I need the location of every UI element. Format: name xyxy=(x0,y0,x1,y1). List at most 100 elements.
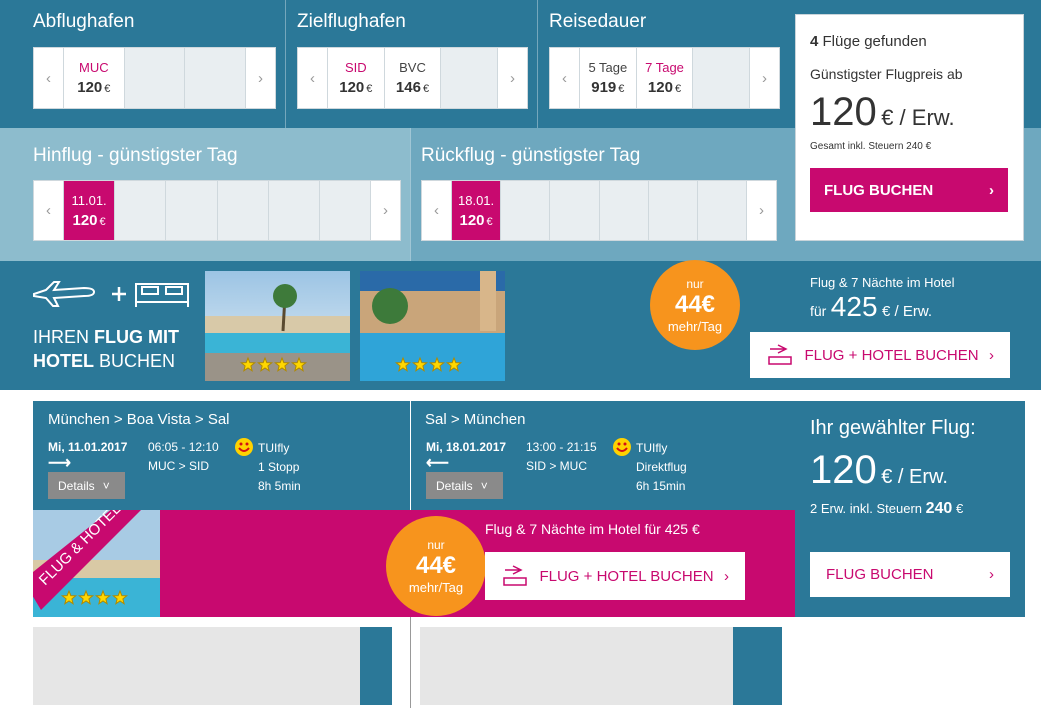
alt-price-box xyxy=(733,627,782,705)
airline-logo xyxy=(613,438,631,456)
star xyxy=(394,356,412,372)
airports: SID > MUC xyxy=(526,459,588,473)
filter-title: Hinflug - günstigster Tag xyxy=(33,145,238,166)
currency: € xyxy=(674,83,682,95)
empty-cell xyxy=(441,48,498,108)
star xyxy=(60,589,78,605)
icon xyxy=(768,344,792,365)
option[interactable]: MUC 120 € xyxy=(64,48,124,108)
route: Sal > München xyxy=(425,411,526,428)
next-arrow[interactable]: › xyxy=(498,48,528,108)
option-label: BVC xyxy=(399,60,426,75)
direction: ⟶ xyxy=(48,455,71,472)
star xyxy=(239,356,257,372)
alt-price-box xyxy=(360,627,392,705)
duration: 8h 5min xyxy=(258,479,301,493)
option-strip: ‹ 11.01. 120 € › xyxy=(33,180,401,241)
empty-cell xyxy=(217,181,268,240)
chevron: ˅ xyxy=(102,478,110,493)
option-label: 5 Tage xyxy=(588,60,628,75)
badge-text: mehr/Tag xyxy=(408,579,464,595)
badge: nur 44€ mehr/Tag xyxy=(386,516,486,616)
text: € / Erw. xyxy=(881,303,932,320)
next-arrow[interactable]: › xyxy=(750,48,780,108)
badge-amount: 44€ xyxy=(415,551,457,579)
book-button[interactable]: FLUG BUCHEN › xyxy=(810,168,1008,212)
flight-hotel-button[interactable]: FLUG + HOTEL BUCHEN › xyxy=(485,552,745,600)
option[interactable]: 18.01. 120 € xyxy=(452,181,501,240)
prev-arrow[interactable]: ‹ xyxy=(550,48,579,108)
cheapest-label: Günstigster Flugpreis ab xyxy=(810,66,963,82)
prev-arrow[interactable]: ‹ xyxy=(34,181,63,240)
empty-cell xyxy=(693,48,750,108)
currency: € xyxy=(366,83,373,95)
button-label: FLUG BUCHEN xyxy=(824,181,934,199)
empty-cell xyxy=(599,181,648,240)
badge-text: mehr/Tag xyxy=(667,318,723,334)
icon xyxy=(503,565,527,586)
text: € xyxy=(955,501,964,516)
empty-cell xyxy=(185,48,246,108)
prev-arrow[interactable]: ‹ xyxy=(298,48,327,108)
option[interactable]: BVC 146 € xyxy=(384,48,441,108)
details-button[interactable]: Details ˅ xyxy=(426,472,503,499)
flight-hotel-button[interactable]: FLUG + HOTEL BUCHEN › xyxy=(750,332,1010,378)
airline-logo xyxy=(235,438,253,456)
prev-arrow[interactable]: ‹ xyxy=(422,181,451,240)
next-arrow[interactable]: › xyxy=(747,181,777,240)
badge-amount: 44€ xyxy=(674,290,716,318)
currency: € xyxy=(486,215,493,228)
summary-card: 4 Flüge gefunden Günstigster Flugpreis a… xyxy=(795,14,1024,241)
next-arrow[interactable]: › xyxy=(246,48,276,108)
star xyxy=(94,589,112,605)
chevron: ˅ xyxy=(480,478,488,493)
star xyxy=(256,356,274,372)
direction: ⟵ xyxy=(426,455,449,472)
star xyxy=(428,356,446,372)
currency: € xyxy=(104,83,111,95)
total: Gesamt inkl. Steuern 240 € xyxy=(810,141,932,152)
alt-flight xyxy=(420,627,733,705)
text: 2 Erw. inkl. Steuern xyxy=(810,501,922,516)
option-strip: ‹ 18.01. 120 € › xyxy=(421,180,777,241)
option-strip: ‹ 5 Tage 919 €7 Tage 120 € › xyxy=(549,47,780,109)
option[interactable]: SID 120 € xyxy=(328,48,384,108)
option-price: 120 € xyxy=(460,212,493,229)
flight-leg: Mi, 11.01.2017 ⟶ 06:05 - 12:10 MUC > SID TUI… xyxy=(48,438,378,520)
option[interactable]: 7 Tage 120 € xyxy=(636,48,693,108)
empty-cell xyxy=(166,181,217,240)
price-unit: € / Erw. xyxy=(881,105,955,130)
offer: Flug & 7 Nächte im Hotel xyxy=(810,275,955,290)
details-button[interactable]: Details ˅ xyxy=(48,472,125,499)
star xyxy=(111,589,129,605)
text: 120 xyxy=(810,448,877,492)
result-count: 4 xyxy=(810,33,819,50)
stops: 1 Stopp xyxy=(258,460,300,474)
filter-title: Rückflug - günstigster Tag xyxy=(421,145,641,166)
times: 13:00 - 21:15 xyxy=(526,440,597,454)
next-arrow[interactable]: › xyxy=(371,181,401,240)
text: BUCHEN xyxy=(99,351,176,371)
currency: € xyxy=(618,83,625,95)
price: 120 € / Erw. xyxy=(810,448,948,493)
divider xyxy=(410,401,411,510)
book-button[interactable]: FLUG BUCHEN › xyxy=(810,552,1010,597)
airline-name: TUIfly xyxy=(258,441,290,455)
button-label: FLUG + HOTEL BUCHEN xyxy=(539,567,714,585)
option-label: MUC xyxy=(79,60,109,75)
option-label: 7 Tage xyxy=(645,60,684,75)
option[interactable]: 11.01. 120 € xyxy=(64,181,115,240)
option-price: 146 € xyxy=(396,79,429,96)
divider xyxy=(410,617,411,708)
text: FLUG MIT xyxy=(94,327,180,347)
currency: € xyxy=(422,83,430,95)
option[interactable]: 5 Tage 919 € xyxy=(580,48,636,108)
banner-title: IHREN FLUG MIT HOTEL BUCHEN xyxy=(33,325,179,373)
empty-cell xyxy=(501,181,550,240)
button-label: Details xyxy=(436,478,473,493)
price: 120 xyxy=(459,211,485,229)
prev-arrow[interactable]: ‹ xyxy=(34,48,63,108)
option-label: 18.01. xyxy=(458,192,495,208)
divider xyxy=(410,128,411,261)
